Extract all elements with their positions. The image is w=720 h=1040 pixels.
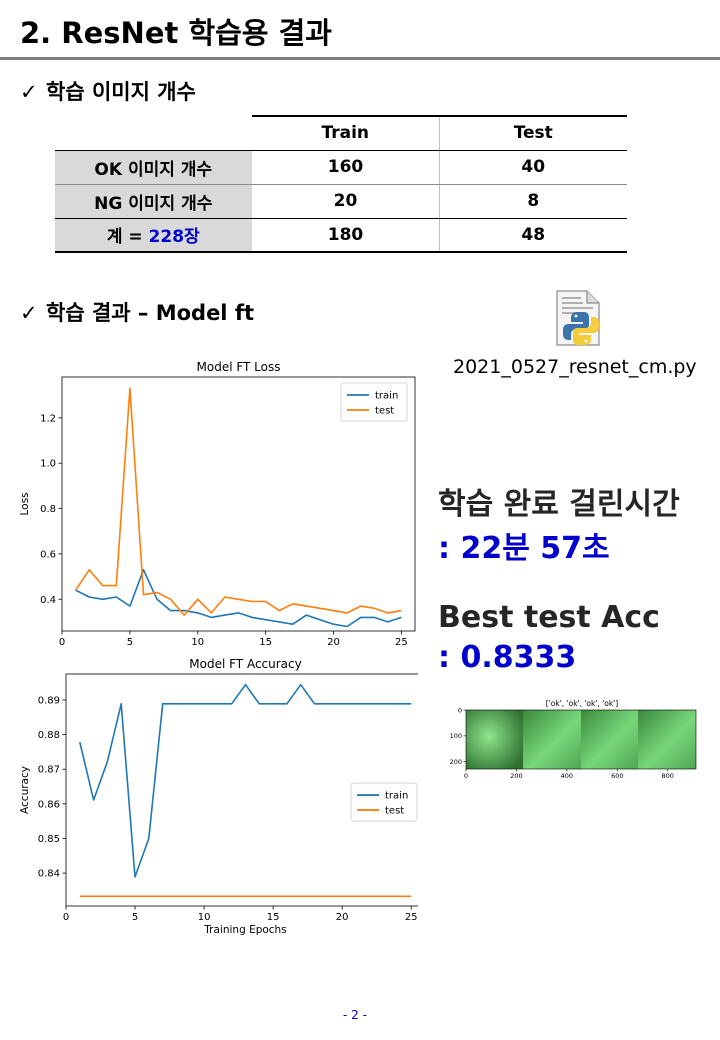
test-cell: 48 <box>438 218 627 253</box>
x-tick-label: 25 <box>395 637 408 648</box>
x-tick-label: 25 <box>405 912 418 923</box>
legend: train test <box>350 782 418 822</box>
y-tick-label: 200 <box>450 758 462 766</box>
training-time-label: 학습 완료 걸린시간 <box>438 487 680 522</box>
sample-image-grid: ['ok', 'ok', 'ok', 'ok'] 0 200 400 600 80001… <box>450 699 697 780</box>
best-acc-value: : 0.8333 <box>438 640 577 675</box>
legend-label: train <box>385 791 408 802</box>
x-tick-label: 200 <box>510 772 522 780</box>
best-acc-label: Best test Acc <box>438 600 660 635</box>
y-tick-label: 1.0 <box>40 459 56 470</box>
table-header-cell <box>55 116 252 151</box>
x-tick-label: 0 <box>63 912 69 923</box>
x-tick-label: 5 <box>127 637 133 648</box>
x-tick-label: 600 <box>611 772 623 780</box>
x-tick-label: 800 <box>662 772 674 780</box>
x-tick-label: 5 <box>132 912 138 923</box>
sample-frame <box>465 709 697 770</box>
chart-title: Model FT Accuracy <box>189 657 301 671</box>
plot-frame <box>61 376 416 632</box>
section-heading-image-count: ✓ 학습 이미지 개수 <box>20 76 196 106</box>
table-row: OK 이미지 개수 160 40 <box>55 150 627 185</box>
table-header-cell: Test <box>438 115 627 151</box>
legend: train test <box>340 382 408 422</box>
test-cell: 40 <box>438 150 627 185</box>
y-axis-label: Loss <box>19 492 31 515</box>
row-label: OK 이미지 개수 <box>55 150 252 185</box>
y-axis-label: Accuracy <box>19 766 31 814</box>
y-tick-label: 1.2 <box>40 413 56 424</box>
total-prefix: 계 = <box>106 227 149 248</box>
x-tick-label: 20 <box>327 637 340 648</box>
sample-image <box>638 710 696 769</box>
x-axis-label: Training Epochs <box>203 924 286 936</box>
x-tick-label: 20 <box>336 912 349 923</box>
row-label-total: 계 = 228장 <box>55 218 252 253</box>
train-cell: 160 <box>251 150 439 185</box>
y-tick-label: 0.85 <box>38 834 60 845</box>
x-tick-label: 15 <box>259 637 272 648</box>
test-cell: 8 <box>438 184 627 219</box>
sample-images <box>465 709 697 770</box>
x-tick-label: 10 <box>191 637 204 648</box>
x-tick-label: 0 <box>59 637 65 648</box>
file-name[interactable]: 2021_0527_resnet_cm.py <box>453 356 697 378</box>
table-row: NG 이미지 개수 20 8 <box>55 184 627 219</box>
section-label: 학습 결과 – Model ft <box>46 301 254 325</box>
training-time-value: : 22분 57초 <box>438 531 610 566</box>
accuracy-chart: Model FT Accuracy 0 5 10 15 20 25 0.84 0.85 0.86 0… <box>19 657 418 936</box>
plot-frame <box>65 673 418 907</box>
row-label: NG 이미지 개수 <box>55 184 252 219</box>
python-file-icon[interactable] <box>553 290 605 346</box>
y-tick-label: 0.87 <box>38 765 60 776</box>
y-tick-label: 0 <box>458 706 462 714</box>
table-row-total: 계 = 228장 180 48 <box>55 218 627 253</box>
series-line-train <box>75 569 402 628</box>
section-heading-results: ✓ 학습 결과 – Model ft <box>20 297 254 327</box>
sample-image <box>466 710 523 769</box>
y-tick-label: 0.89 <box>38 695 60 706</box>
x-tick-label: 400 <box>561 772 573 780</box>
checkmark-icon: ✓ <box>20 80 38 104</box>
total-count: 228장 <box>148 227 200 248</box>
sample-image <box>581 710 638 769</box>
x-tick-label: 10 <box>198 912 211 923</box>
series-line-test <box>74 387 402 616</box>
title-divider <box>0 57 720 60</box>
y-tick-label: 0.86 <box>38 799 60 810</box>
y-tick-label: 0.88 <box>38 730 60 741</box>
x-axis-label: Training Epochs <box>196 649 279 650</box>
image-count-table: Train Test OK 이미지 개수 160 40 NG 이미지 개수 20… <box>55 115 627 253</box>
sample-title: ['ok', 'ok', 'ok', 'ok'] <box>546 699 618 708</box>
y-tick-label: 100 <box>450 732 462 740</box>
series-line-train <box>79 683 412 878</box>
train-cell: 20 <box>251 184 439 219</box>
y-tick-label: 0.84 <box>38 869 60 880</box>
train-cell: 180 <box>251 218 439 253</box>
legend-label: train <box>375 391 398 402</box>
page-title: 2. ResNet 학습용 결과 <box>20 16 332 50</box>
legend-label: test <box>385 806 404 817</box>
sample-image <box>523 710 581 769</box>
y-tick-label: 0.8 <box>40 504 56 515</box>
table-header-cell: Train <box>252 115 439 151</box>
y-tick-label: 0.6 <box>40 549 56 560</box>
checkmark-icon: ✓ <box>20 301 38 325</box>
loss-chart: Model FT Loss 0 5 10 15 20 25 0.4 0.6 0.8 1.0 1.2 Tr… <box>19 360 416 650</box>
x-tick-label: 15 <box>267 912 280 923</box>
page-number: - 2 - <box>343 1008 367 1022</box>
legend-label: test <box>375 406 394 417</box>
x-tick-label: 0 <box>464 772 468 780</box>
chart-title: Model FT Loss <box>197 360 281 374</box>
section-label: 학습 이미지 개수 <box>46 80 196 104</box>
y-tick-label: 0.4 <box>40 595 56 606</box>
table-header-row: Train Test <box>55 115 627 151</box>
